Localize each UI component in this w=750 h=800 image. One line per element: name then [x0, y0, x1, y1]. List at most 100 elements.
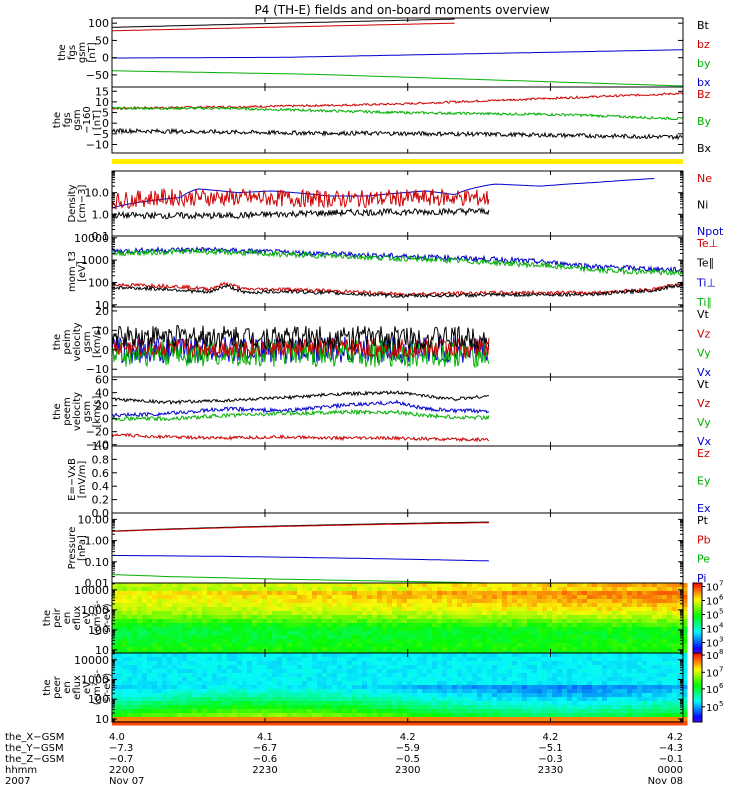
spectrogram-cell	[217, 583, 223, 588]
spectrogram-cell	[352, 639, 358, 644]
spectrogram-cell	[282, 661, 288, 666]
spectrogram-cell	[672, 705, 678, 710]
spectrogram-cell	[147, 657, 153, 662]
spectrogram-cell	[507, 653, 513, 658]
spectrogram-cell	[267, 665, 273, 670]
spectrogram-cell	[217, 591, 223, 596]
spectrogram-cell	[542, 631, 548, 636]
spectrogram-cell	[602, 607, 608, 612]
spectrogram-cell	[492, 647, 498, 652]
spectrogram-cell	[367, 657, 373, 662]
spectrogram-cell	[252, 685, 258, 690]
spectrogram-cell	[162, 705, 168, 710]
spectrogram-cell	[157, 607, 163, 612]
spectrogram-cell	[452, 721, 458, 726]
spectrogram-cell	[127, 701, 133, 706]
spectrogram-cell	[132, 631, 138, 636]
spectrogram-cell	[352, 721, 358, 726]
spectrogram-cell	[537, 705, 543, 710]
spectrogram-cell	[462, 627, 468, 632]
spectrogram-cell	[672, 709, 678, 714]
spectrogram-cell	[402, 607, 408, 612]
spectrogram-cell	[322, 599, 328, 604]
y-axis-label: the	[42, 679, 53, 695]
spectrogram-cell	[252, 677, 258, 682]
series-Vt	[111, 324, 490, 351]
spectrogram-cell	[477, 677, 483, 682]
spectrogram-cell	[682, 595, 688, 600]
spectrogram-cell	[252, 631, 258, 636]
spectrogram-cell	[597, 669, 603, 674]
spectrogram-cell	[657, 669, 663, 674]
spectrogram-cell	[347, 647, 353, 652]
series-Vy	[111, 339, 490, 369]
spectrogram-cell	[392, 607, 398, 612]
spectrogram-cell	[572, 619, 578, 624]
spectrogram-cell	[527, 693, 533, 698]
spectrogram-cell	[337, 657, 343, 662]
spectrogram-cell	[147, 721, 153, 726]
spectrogram-cell	[322, 591, 328, 596]
spectrogram-cell	[417, 599, 423, 604]
spectrogram-cell	[222, 647, 228, 652]
spectrogram-cell	[652, 607, 658, 612]
spectrogram-cell	[182, 717, 188, 722]
spectrogram-cell	[172, 685, 178, 690]
spectrogram-cell	[367, 591, 373, 596]
spectrogram-cell	[212, 653, 218, 658]
spectrogram-cell	[597, 619, 603, 624]
spectrogram-cell	[667, 611, 673, 616]
spectrogram-cell	[217, 673, 223, 678]
spectrogram-cell	[457, 705, 463, 710]
spectrogram-cell	[287, 673, 293, 678]
spectrogram-cell	[372, 619, 378, 624]
y-tick-label: 0.01	[85, 577, 110, 590]
spectrogram-cell	[342, 697, 348, 702]
spectrogram-cell	[612, 701, 618, 706]
spectrogram-cell	[647, 705, 653, 710]
spectrogram-cell	[282, 705, 288, 710]
colorbar-cell	[693, 660, 702, 662]
spectrogram-cell	[627, 595, 633, 600]
spectrogram-cell	[387, 631, 393, 636]
spectrogram-cell	[422, 689, 428, 694]
y-tick-label: 0	[102, 413, 109, 426]
spectrogram-cell	[227, 661, 233, 666]
spectrogram-cell	[227, 639, 233, 644]
spectrogram-cell	[162, 689, 168, 694]
spectrogram-cell	[427, 587, 433, 592]
spectrogram-cell	[327, 619, 333, 624]
spectrogram-cell	[257, 643, 263, 648]
spectrogram-cell	[517, 705, 523, 710]
spectrogram-cell	[517, 677, 523, 682]
spectrogram-cell	[447, 587, 453, 592]
spectrogram-cell	[642, 611, 648, 616]
spectrogram-cell	[217, 677, 223, 682]
spectrogram-cell	[377, 643, 383, 648]
spectrogram-cell	[627, 713, 633, 718]
spectrogram-cell	[162, 647, 168, 652]
spectrogram-cell	[327, 639, 333, 644]
spectrogram-cell	[502, 669, 508, 674]
colorbar-tick-label: 10	[706, 685, 719, 696]
spectrogram-cell	[547, 607, 553, 612]
spectrogram-cell	[557, 615, 563, 620]
spectrogram-cell	[467, 591, 473, 596]
colorbar-cell	[693, 628, 702, 630]
y-axis-label: eV	[82, 681, 93, 694]
spectrogram-cell	[322, 721, 328, 726]
spectrogram-cell	[442, 685, 448, 690]
spectrogram-cell	[527, 701, 533, 706]
spectrogram-cell	[602, 681, 608, 686]
spectrogram-cell	[362, 583, 368, 588]
spectrogram-cell	[467, 615, 473, 620]
spectrogram-cell	[572, 685, 578, 690]
spectrogram-cell	[667, 647, 673, 652]
spectrogram-cell	[592, 677, 598, 682]
spectrogram-cell	[287, 623, 293, 628]
spectrogram-cell	[132, 685, 138, 690]
spectrogram-cell	[162, 693, 168, 698]
spectrogram-cell	[272, 647, 278, 652]
colorbar-cell	[693, 608, 702, 610]
colorbar-cell	[693, 641, 702, 643]
